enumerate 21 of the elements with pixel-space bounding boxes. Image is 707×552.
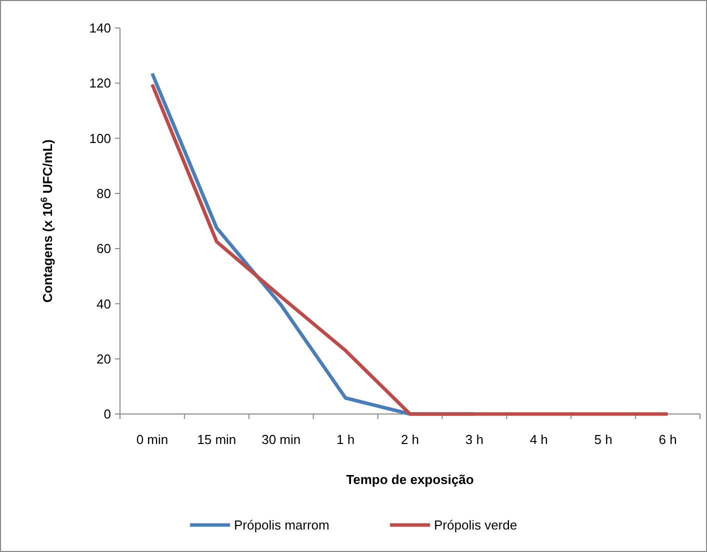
y-tick-label: 0 xyxy=(104,406,111,422)
x-tick-label: 15 min xyxy=(197,432,236,447)
x-tick-label: 4 h xyxy=(530,432,548,447)
line-series xyxy=(150,82,670,416)
x-tick-label: 30 min xyxy=(262,432,301,447)
x-tick-label: 5 h xyxy=(594,432,612,447)
legend-label: Própolis verde xyxy=(434,518,518,533)
x-tick-label: 6 h xyxy=(658,432,677,447)
x-axis-title: Tempo de exposição xyxy=(346,472,474,487)
y-tick-label: 20 xyxy=(96,351,111,366)
x-tick-label: 2 h xyxy=(400,432,420,447)
y-tick-label: 40 xyxy=(96,296,111,312)
y-tick-label: 120 xyxy=(89,76,111,91)
x-tick-label: 3 h xyxy=(465,432,484,447)
y-tick-label: 60 xyxy=(96,241,111,256)
y-tick-label: 80 xyxy=(96,186,111,201)
y-tick-label: 100 xyxy=(89,130,111,146)
legend-label: Própolis marrom xyxy=(234,518,330,533)
x-tick-label: 1 h xyxy=(336,432,355,447)
x-tick-label: 0 min xyxy=(136,432,168,447)
y-tick-label: 140 xyxy=(89,20,111,36)
